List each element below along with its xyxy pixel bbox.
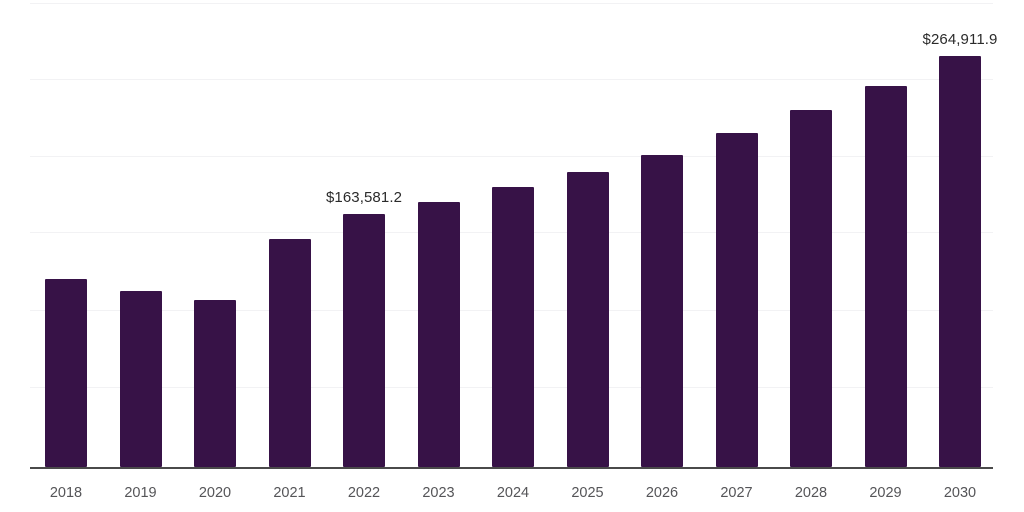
bar-2018[interactable] <box>45 279 87 467</box>
x-tick-label-2020: 2020 <box>198 485 232 501</box>
bar-2026[interactable] <box>641 155 683 467</box>
bar-2020[interactable] <box>194 300 236 467</box>
x-tick-label-2018: 2018 <box>49 485 83 501</box>
x-tick-label-2019: 2019 <box>124 485 157 501</box>
gridline <box>30 156 993 157</box>
x-tick-label-2022: 2022 <box>347 485 381 501</box>
x-tick-label-2028: 2028 <box>794 485 828 501</box>
x-tick-label-2026: 2026 <box>645 485 679 501</box>
bar-2022[interactable] <box>343 214 385 467</box>
bar-2024[interactable] <box>492 187 534 467</box>
bar-value-label-2022: $163,581.2 <box>325 189 403 206</box>
gridline <box>30 79 993 80</box>
bar-2028[interactable] <box>790 110 832 467</box>
x-axis-line <box>30 467 993 469</box>
bar-2019[interactable] <box>119 291 162 467</box>
x-tick-label-2024: 2024 <box>496 485 530 501</box>
gridline <box>30 3 993 4</box>
bar-2030[interactable] <box>939 56 981 467</box>
x-tick-label-2030: 2030 <box>943 485 977 501</box>
x-tick-label-2027: 2027 <box>720 485 753 501</box>
bar-2023[interactable] <box>417 202 460 467</box>
bar-value-label-2030: $264,911.9 <box>922 31 998 48</box>
bar-2029[interactable] <box>864 86 907 467</box>
x-tick-label-2021: 2021 <box>273 485 306 501</box>
x-tick-label-2025: 2025 <box>571 485 604 501</box>
bar-2025[interactable] <box>566 172 609 467</box>
bar-2021[interactable] <box>268 239 311 467</box>
x-tick-label-2029: 2029 <box>869 485 902 501</box>
bar-2027[interactable] <box>715 133 758 467</box>
x-tick-label-2023: 2023 <box>422 485 455 501</box>
